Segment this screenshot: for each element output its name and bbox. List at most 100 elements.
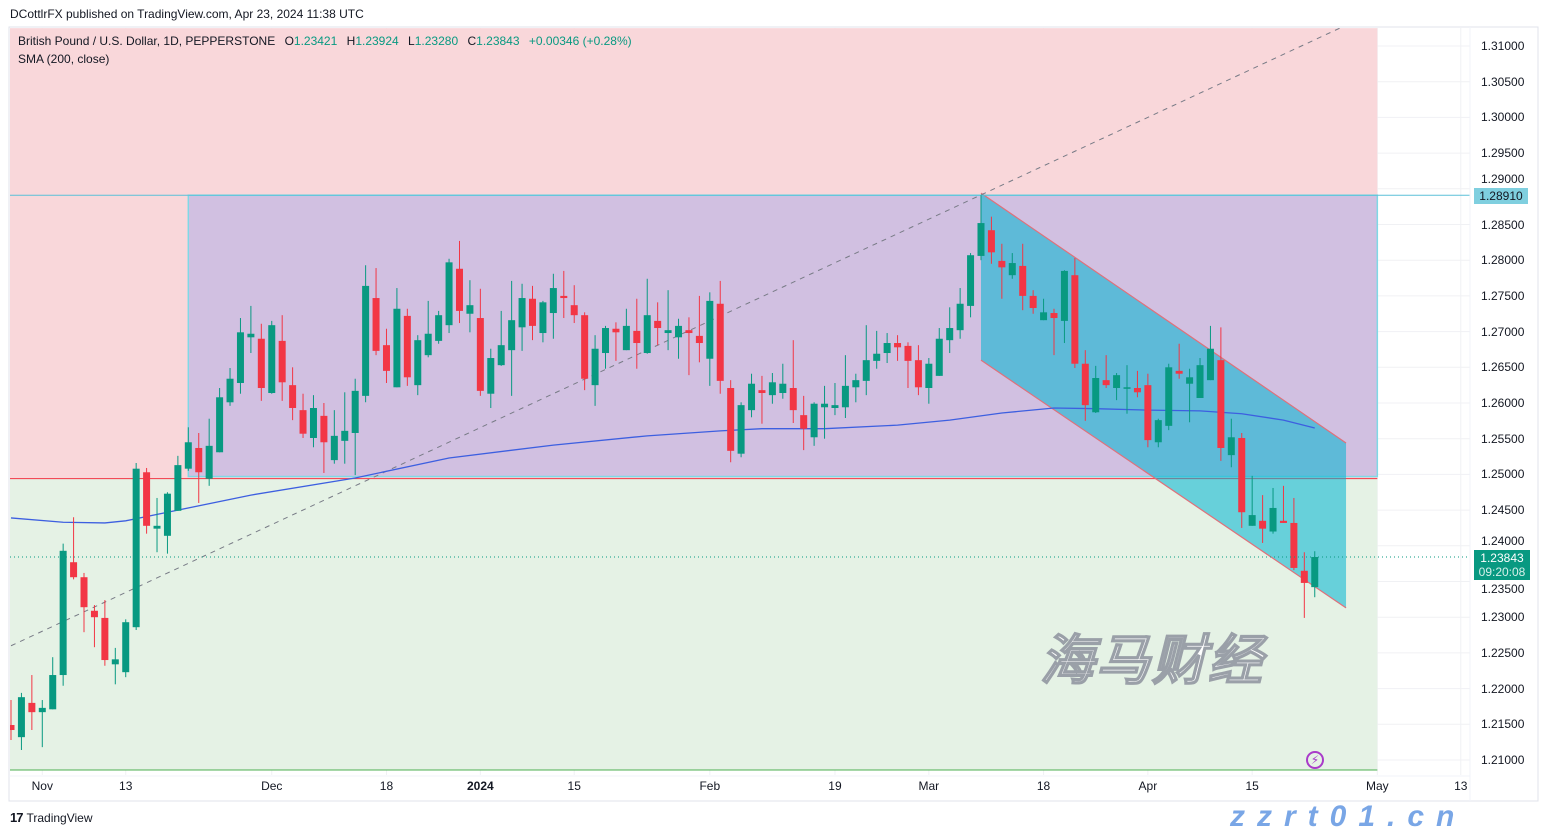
candle-up <box>17 692 25 751</box>
candle-up <box>956 288 964 339</box>
candles <box>10 195 1319 751</box>
candle-body <box>841 385 849 408</box>
candle-body <box>685 330 693 334</box>
candle-up <box>351 378 359 476</box>
candle-body <box>518 298 526 328</box>
candle-down <box>914 345 922 396</box>
candle-body <box>320 415 328 443</box>
time-tick-label: 13 <box>1454 779 1468 793</box>
candle-body <box>268 325 276 394</box>
lightning-icon[interactable]: ⚡ <box>1306 751 1324 769</box>
candle-down <box>570 285 578 324</box>
candle-body <box>476 318 484 391</box>
candle-body <box>424 333 432 356</box>
price-tick-label: 1.29000 <box>1481 172 1525 186</box>
indicator-legend-sma[interactable]: SMA (200, close) <box>18 52 110 66</box>
candle-up <box>414 335 422 396</box>
candle-body <box>372 298 380 351</box>
candle-down <box>1081 350 1089 421</box>
candle-body <box>789 388 797 411</box>
candle-up <box>466 280 474 333</box>
price-tick-label: 1.28000 <box>1481 253 1525 268</box>
candle-body <box>445 262 453 326</box>
price-tick-label: 1.27500 <box>1481 288 1525 303</box>
candle-body <box>852 380 860 388</box>
price-tick-label: 1.22500 <box>1481 645 1525 660</box>
candle-body <box>122 622 130 673</box>
candle-up <box>1227 418 1235 468</box>
ohlc-open: O1.23421 <box>284 34 338 48</box>
candle-up <box>737 402 745 458</box>
candle-body <box>998 260 1006 268</box>
time-tick-label: Mar <box>918 779 940 793</box>
last-price: 1.23843 <box>1480 551 1524 565</box>
candle-down <box>716 280 724 394</box>
time-tick-label: 2024 <box>466 779 494 793</box>
candle-up <box>1092 365 1100 413</box>
candle-down <box>1238 432 1246 528</box>
candle-up <box>49 657 57 710</box>
candle-up <box>268 320 276 394</box>
candle-body <box>862 360 870 381</box>
candle-up <box>622 308 630 351</box>
candle-body <box>1186 377 1194 384</box>
candle-up <box>977 195 985 261</box>
candle-body <box>914 360 922 388</box>
price-tick-label: 1.26500 <box>1481 360 1525 375</box>
candle-body <box>70 562 78 578</box>
symbol-title: British Pound / U.S. Dollar, 1D, PEPPERS… <box>18 34 276 48</box>
candle-down <box>1217 327 1225 461</box>
time-tick-label: Nov <box>31 779 53 793</box>
candle-up <box>132 462 140 631</box>
candle-down <box>685 317 693 376</box>
candle-down <box>1029 290 1037 314</box>
candle-body <box>675 325 683 338</box>
candle-down <box>289 367 297 421</box>
candle-body <box>539 302 547 334</box>
candle-body <box>560 295 568 299</box>
candle-down <box>90 605 98 648</box>
candle-up <box>518 283 526 351</box>
candle-body <box>393 308 401 388</box>
candle-body <box>330 435 338 461</box>
candle-down <box>1071 258 1079 369</box>
symbol-legend[interactable]: British Pound / U.S. Dollar, 1D, PEPPERS… <box>18 34 632 48</box>
ohlc-low: L1.23280 <box>408 34 459 48</box>
candle-up <box>508 280 516 396</box>
candle-body <box>309 407 317 438</box>
candle-down <box>10 700 15 741</box>
candle-body <box>664 330 672 334</box>
last-price-label: 1.23843 09:20:08 <box>1474 550 1530 580</box>
candle-body <box>758 390 766 394</box>
candle-body <box>1050 313 1058 319</box>
candle-up <box>330 410 338 464</box>
candle-up <box>883 333 891 364</box>
candle-up <box>424 300 432 358</box>
published-caption: DCottlrFX published on TradingView.com, … <box>10 7 364 21</box>
candle-body <box>1290 522 1298 568</box>
price-tick-label: 1.30500 <box>1481 74 1525 89</box>
price-tick-label: 1.23500 <box>1481 582 1525 596</box>
candle-body <box>1133 388 1141 393</box>
candle-body <box>487 358 495 394</box>
candle-down <box>101 600 109 666</box>
candle-up <box>59 543 67 686</box>
candle-down <box>382 328 390 384</box>
candle-up <box>831 383 839 416</box>
candle-body <box>205 445 213 479</box>
candle-up <box>852 373 860 403</box>
candle-up <box>184 427 192 471</box>
tradingview-logo[interactable]: 17 TradingView <box>10 810 93 825</box>
candle-body <box>727 388 735 451</box>
candle-body <box>414 340 422 386</box>
candle-up <box>216 388 224 453</box>
candle-body <box>633 330 641 344</box>
candle-down <box>195 432 203 503</box>
candle-up <box>309 395 317 448</box>
candle-up <box>539 300 547 343</box>
watermark-en: zzrt01.cn <box>1230 800 1467 833</box>
tradingview-mark-icon: 17 <box>10 810 24 825</box>
time-tick-label: 13 <box>119 779 133 793</box>
time-tick-label: Dec <box>261 779 283 793</box>
